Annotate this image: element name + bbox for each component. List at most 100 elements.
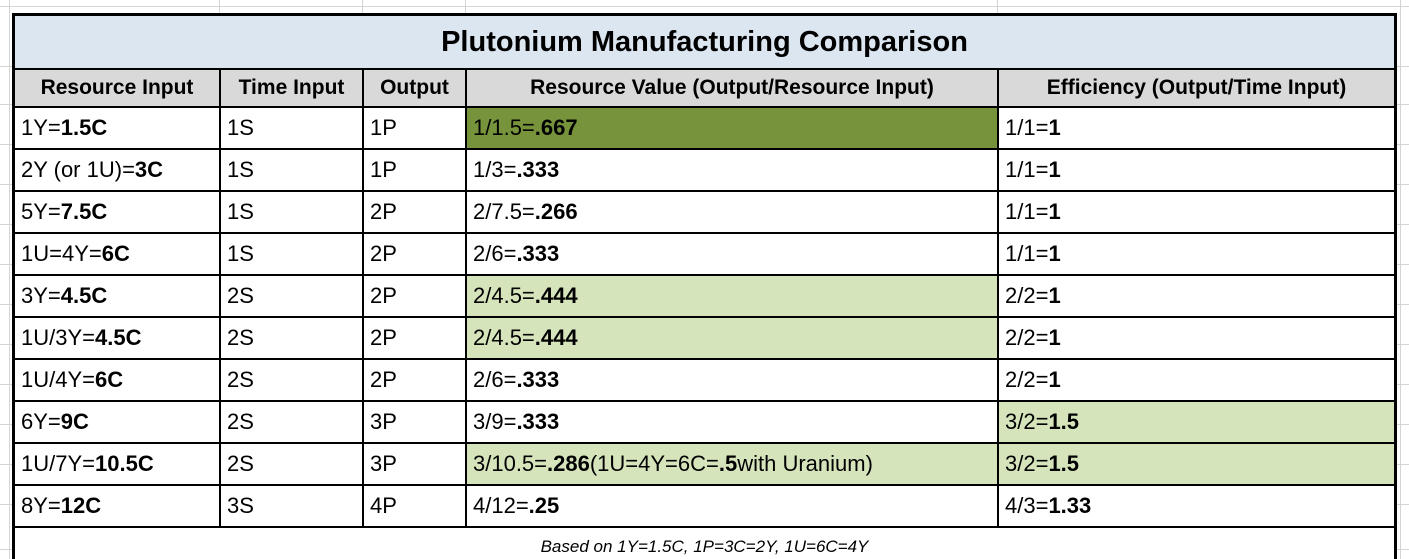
cell-output[interactable]: 3P bbox=[362, 444, 465, 484]
cell-efficiency[interactable]: 3/2= 1.5 bbox=[997, 444, 1394, 484]
value-bold-segment: .266 bbox=[534, 199, 578, 224]
margin-gridline bbox=[0, 464, 12, 465]
cell-time-input[interactable]: 2S bbox=[219, 318, 362, 358]
cell-resource-value[interactable]: 3/10.5= .286 (1U=4Y=6C= .5 with Uranium) bbox=[465, 444, 997, 484]
cell-resource-value[interactable]: 2/6= .333 bbox=[465, 360, 997, 400]
column-header-1[interactable]: Time Input bbox=[219, 70, 362, 106]
cell-output[interactable]: 3P bbox=[362, 402, 465, 442]
cell-resource-input[interactable]: 1U/4Y= 6C bbox=[15, 360, 219, 400]
value-segment: (1U=4Y=6C= bbox=[589, 451, 719, 476]
cell-resource-value[interactable]: 1/1.5= .667 bbox=[465, 108, 997, 148]
cell-output[interactable]: 2P bbox=[362, 318, 465, 358]
value-bold-segment: 1.5 bbox=[1048, 451, 1080, 476]
value-bold-segment: 1 bbox=[1048, 367, 1061, 392]
margin-gridline bbox=[0, 264, 12, 265]
cell-efficiency[interactable]: 4/3= 1.33 bbox=[997, 486, 1394, 526]
value-bold-segment: 12C bbox=[60, 493, 102, 518]
value-segment: 3/2= bbox=[1005, 451, 1049, 476]
cell-resource-value[interactable]: 2/4.5= .444 bbox=[465, 318, 997, 358]
value-bold-segment: 4.5C bbox=[95, 325, 142, 350]
cell-resource-value[interactable]: 2/4.5= .444 bbox=[465, 276, 997, 316]
cell-resource-input[interactable]: 8Y= 12C bbox=[15, 486, 219, 526]
column-header-0[interactable]: Resource Input bbox=[40, 76, 194, 99]
cell-efficiency[interactable]: 1/1= 1 bbox=[997, 192, 1394, 232]
cell-efficiency[interactable]: 3/2= 1.5 bbox=[997, 402, 1394, 442]
value-segment: with Uranium) bbox=[737, 451, 873, 476]
margin-gridline bbox=[1397, 424, 1409, 425]
cell-output[interactable]: 2P bbox=[362, 276, 465, 316]
cell-efficiency[interactable]: 1/1= 1 bbox=[997, 150, 1394, 190]
cell-resource-input[interactable]: 1U/7Y= 10.5C bbox=[15, 444, 219, 484]
cell-time-input[interactable]: 2S bbox=[219, 360, 362, 400]
value-segment: 2/4.5= bbox=[473, 325, 535, 350]
value-bold-segment: 3C bbox=[134, 157, 164, 182]
column-header-4[interactable]: Efficiency (Output/Time Input) bbox=[997, 70, 1394, 106]
cell-resource-input[interactable]: 1Y= 1.5C bbox=[15, 108, 219, 148]
table-row: 1U=4Y= 6C 1S 2P 2/6= .333 1/1= 1 bbox=[15, 232, 1394, 274]
margin-gridline bbox=[1397, 104, 1409, 105]
value-bold-segment: 1 bbox=[1048, 283, 1061, 308]
margin-gridline bbox=[0, 304, 12, 305]
cell-efficiency[interactable]: 2/2= 1 bbox=[997, 360, 1394, 400]
cell-time-input[interactable]: 2S bbox=[219, 444, 362, 484]
table-footer-cell[interactable]: Based on 1Y=1.5C, 1P=3C=2Y, 1U=6C=4Y bbox=[15, 526, 1394, 559]
cell-time-input[interactable]: 1S bbox=[219, 108, 362, 148]
cell-resource-input[interactable]: 1U=4Y= 6C bbox=[15, 234, 219, 274]
value-bold-segment: .333 bbox=[516, 157, 560, 182]
cell-resource-input[interactable]: 2Y (or 1U)= 3C bbox=[15, 150, 219, 190]
value-segment: 3/10.5= bbox=[473, 451, 548, 476]
cell-resource-input[interactable]: 3Y= 4.5C bbox=[15, 276, 219, 316]
cell-output[interactable]: 1P bbox=[362, 150, 465, 190]
value-segment: 1/3= bbox=[473, 157, 517, 182]
plutonium-comparison-table: Plutonium Manufacturing Comparison Resou… bbox=[12, 13, 1397, 559]
cell-resource-input[interactable]: 6Y= 9C bbox=[15, 402, 219, 442]
value-bold-segment: 1.5 bbox=[1048, 409, 1080, 434]
table-row: 1U/7Y= 10.5C 2S 3P 3/10.5= .286 (1U=4Y=6C= .5 … bbox=[15, 442, 1394, 484]
cell-efficiency[interactable]: 2/2= 1 bbox=[997, 318, 1394, 358]
column-header-2[interactable]: Output bbox=[362, 70, 465, 106]
cell-resource-input[interactable]: 5Y= 7.5C bbox=[15, 192, 219, 232]
cell-resource-value[interactable]: 3/9= .333 bbox=[465, 402, 997, 442]
value-segment: 2/6= bbox=[473, 241, 517, 266]
cell-time-input[interactable]: 1S bbox=[219, 234, 362, 274]
cell-output[interactable]: 4P bbox=[362, 486, 465, 526]
value-segment: 1/1= bbox=[1005, 199, 1049, 224]
table-row: 8Y= 12C 3S 4P 4/12= .25 4/3= 1.33 bbox=[15, 484, 1394, 526]
cell-resource-value[interactable]: 2/6= .333 bbox=[465, 234, 997, 274]
margin-gridline bbox=[1397, 384, 1409, 385]
cell-output[interactable]: 2P bbox=[362, 234, 465, 274]
cell-output[interactable]: 2P bbox=[362, 192, 465, 232]
value-bold-segment: .333 bbox=[516, 367, 560, 392]
cell-efficiency[interactable]: 2/2= 1 bbox=[997, 276, 1394, 316]
cell-resource-value[interactable]: 1/3= .333 bbox=[465, 150, 997, 190]
cell-time-input[interactable]: 1S bbox=[219, 192, 362, 232]
cell-resource-value[interactable]: 2/7.5= .266 bbox=[465, 192, 997, 232]
margin-gridline bbox=[1397, 304, 1409, 305]
cell-time-input[interactable]: 3S bbox=[219, 486, 362, 526]
table-title-cell[interactable]: Plutonium Manufacturing Comparison bbox=[15, 16, 1394, 68]
cell-resource-value[interactable]: 4/12= .25 bbox=[465, 486, 997, 526]
cell-resource-input[interactable]: 1U/3Y= 4.5C bbox=[15, 318, 219, 358]
margin-gridline bbox=[0, 344, 12, 345]
value-segment: 3/9= bbox=[473, 409, 517, 434]
cell-efficiency[interactable]: 1/1= 1 bbox=[997, 108, 1394, 148]
cell-time-input[interactable]: 2S bbox=[219, 402, 362, 442]
value-bold-segment: .286 bbox=[547, 451, 590, 476]
margin-gridline bbox=[1397, 144, 1409, 145]
cell-output[interactable]: 2P bbox=[362, 360, 465, 400]
cell-efficiency[interactable]: 1/1= 1 bbox=[997, 234, 1394, 274]
value-bold-segment: 9C bbox=[60, 409, 89, 434]
value-segment: 2/2= bbox=[1005, 325, 1049, 350]
cell-time-input[interactable]: 1S bbox=[219, 150, 362, 190]
value-segment: 1/1= bbox=[1005, 241, 1049, 266]
column-header-3[interactable]: Resource Value (Output/Resource Input) bbox=[465, 70, 997, 106]
table-header-row: Resource Input Time Input Output Resource V… bbox=[15, 68, 1394, 106]
value-segment: 2/7.5= bbox=[473, 199, 535, 224]
value-bold-segment: 1 bbox=[1048, 325, 1061, 350]
cell-time-input[interactable]: 2S bbox=[219, 276, 362, 316]
margin-gridline bbox=[1400, 0, 1401, 559]
cell-output[interactable]: 1P bbox=[362, 108, 465, 148]
value-bold-segment: .25 bbox=[528, 493, 560, 518]
value-bold-segment: 1.33 bbox=[1048, 493, 1092, 518]
